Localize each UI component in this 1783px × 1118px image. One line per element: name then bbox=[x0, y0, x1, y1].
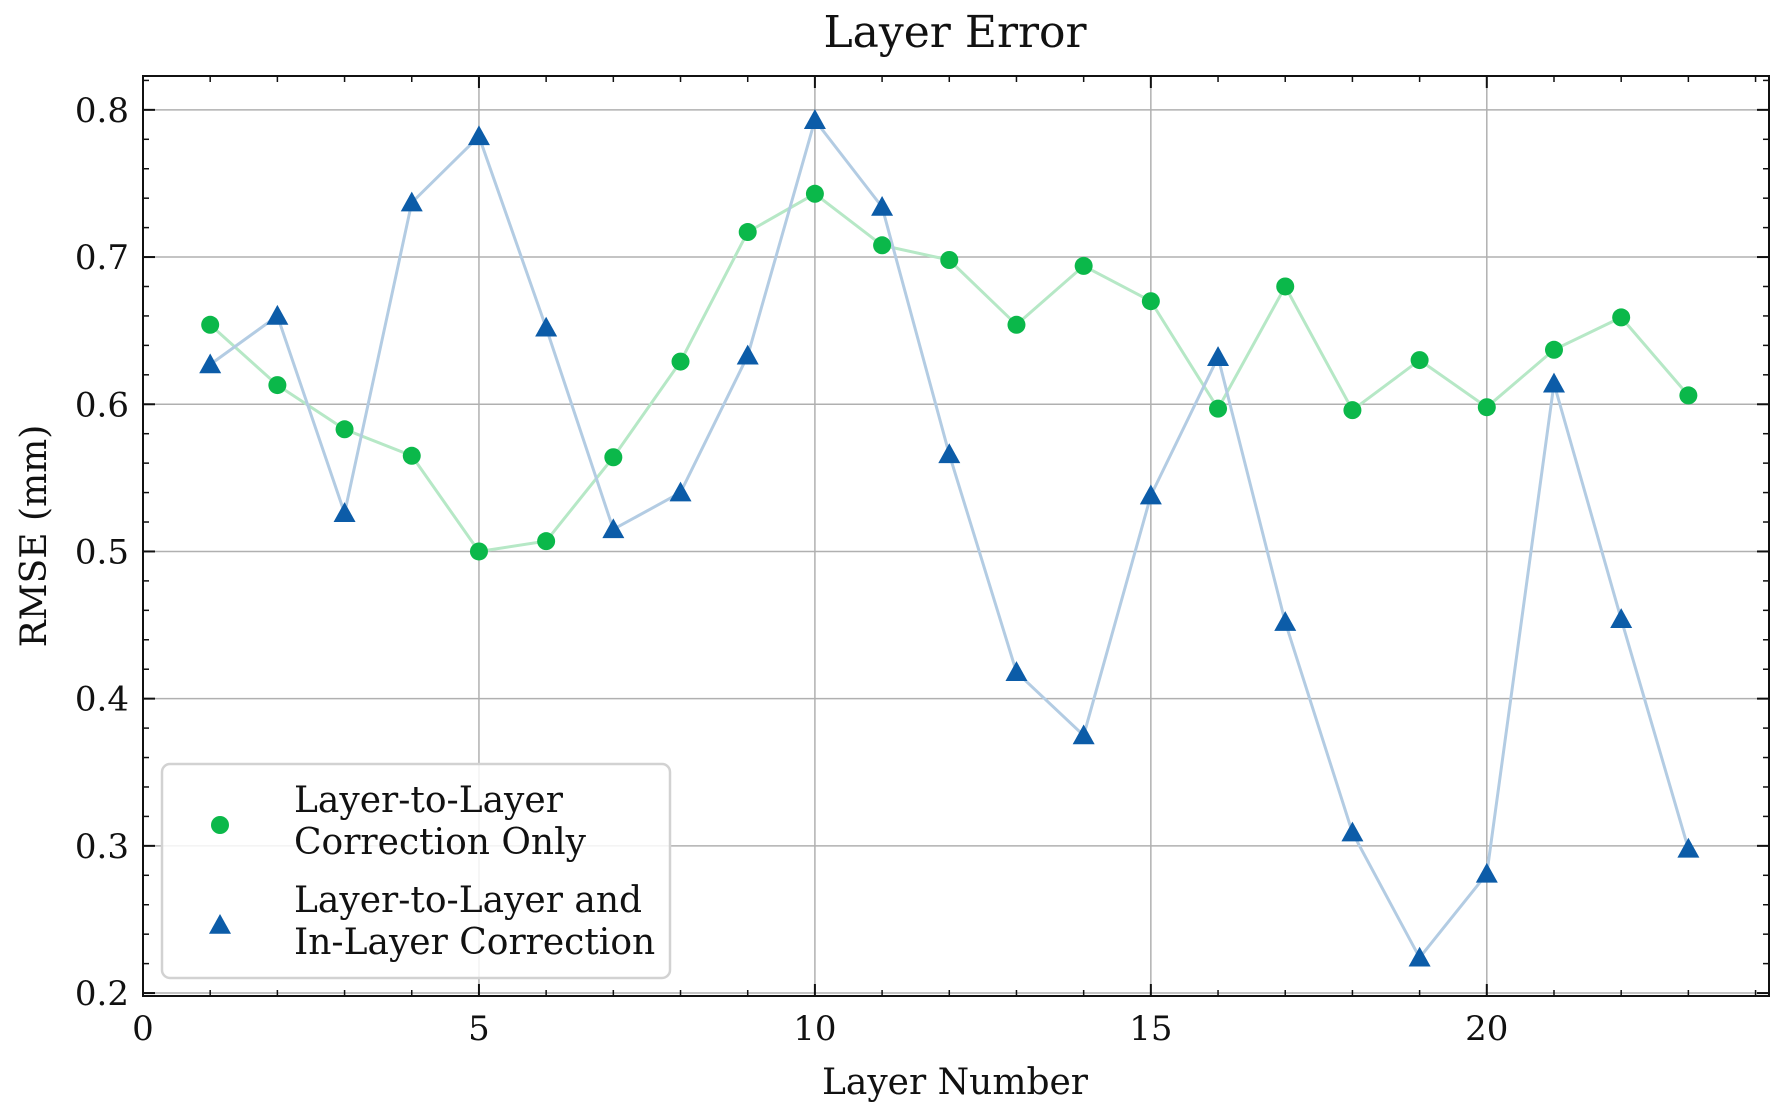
series-in-layer-correction-point bbox=[199, 353, 222, 374]
series-correction-only-point bbox=[738, 223, 757, 242]
series-correction-only-point bbox=[671, 352, 690, 371]
y-tick-label: 0.8 bbox=[75, 91, 129, 131]
legend-label: Correction Only bbox=[294, 822, 587, 863]
x-tick-label: 20 bbox=[1465, 1009, 1508, 1049]
series-in-layer-correction-point bbox=[1207, 346, 1230, 366]
legend-marker bbox=[209, 914, 231, 934]
series-correction-only-point bbox=[940, 251, 959, 269]
series-in-layer-correction-point bbox=[938, 443, 961, 464]
y-tick-label: 0.6 bbox=[75, 385, 129, 425]
x-tick-label: 5 bbox=[468, 1009, 490, 1049]
series-in-layer-correction-point bbox=[1542, 372, 1565, 393]
series-correction-only-point bbox=[805, 184, 824, 203]
series-correction-only-line bbox=[209, 191, 1690, 554]
series-correction-only-point bbox=[402, 446, 421, 465]
series-in-layer-correction-point bbox=[1274, 611, 1297, 631]
y-tick-label: 0.4 bbox=[75, 680, 129, 720]
series-in-layer-correction-point bbox=[803, 109, 826, 129]
series-in-layer-correction-point bbox=[1139, 484, 1162, 505]
series-in-layer-correction-point bbox=[1677, 837, 1700, 858]
y-tick-label: 0.2 bbox=[75, 974, 129, 1014]
series-in-layer-correction-point bbox=[871, 196, 894, 216]
legend-label: In-Layer Correction bbox=[294, 922, 655, 963]
series-in-layer-correction-point bbox=[602, 518, 625, 539]
series-correction-only-point bbox=[1141, 292, 1160, 311]
y-tick-label: 0.5 bbox=[75, 532, 129, 572]
x-tick-label: 10 bbox=[793, 1009, 836, 1049]
legend-marker bbox=[211, 816, 229, 834]
y-tick-label: 0.7 bbox=[75, 238, 129, 278]
series-correction-only-point bbox=[1612, 308, 1631, 327]
series-correction-only-point bbox=[873, 236, 892, 255]
series-correction-only-point bbox=[1544, 340, 1563, 359]
series-correction-only-point bbox=[604, 448, 623, 467]
series-correction-only-point bbox=[1074, 256, 1093, 275]
x-tick-label: 15 bbox=[1129, 1009, 1172, 1049]
legend-label: Layer-to-Layer and bbox=[294, 880, 642, 921]
series-correction-only-point bbox=[1679, 386, 1698, 405]
series-correction-only-point bbox=[469, 542, 488, 561]
series-correction-only-point bbox=[1343, 401, 1362, 420]
series-correction-only-point bbox=[1477, 398, 1496, 417]
y-axis-label: RMSE (mm) bbox=[14, 425, 55, 648]
series-correction-only-point bbox=[1276, 277, 1295, 296]
series-in-layer-correction-point bbox=[333, 502, 356, 522]
chart-title: Layer Error bbox=[823, 7, 1087, 58]
x-tick-label: 0 bbox=[132, 1009, 154, 1049]
series-correction-only-point bbox=[1209, 399, 1228, 418]
series-correction-only-point bbox=[1007, 315, 1026, 334]
series-correction-only-point bbox=[335, 420, 354, 439]
y-tick-label: 0.3 bbox=[75, 827, 129, 867]
x-axis-label: Layer Number bbox=[822, 1062, 1089, 1103]
series-markers bbox=[199, 109, 1700, 967]
series-correction-only-point bbox=[201, 315, 220, 334]
series-correction-only-point bbox=[1410, 351, 1429, 370]
plot-frame bbox=[142, 75, 1770, 997]
series-in-layer-correction-point bbox=[1005, 661, 1028, 681]
series-in-layer-correction-point bbox=[535, 316, 558, 337]
series-in-layer-correction-point bbox=[1475, 862, 1498, 883]
series-in-layer-correction-point bbox=[669, 481, 692, 502]
series-in-layer-correction-point bbox=[1072, 724, 1095, 745]
series-in-layer-correction-point bbox=[467, 125, 490, 146]
legend-label: Layer-to-Layer bbox=[294, 780, 564, 821]
legend-frame bbox=[160, 762, 672, 980]
series-in-layer-correction-point bbox=[1408, 946, 1431, 967]
series-correction-only-point bbox=[268, 376, 287, 395]
series-in-layer-correction-point bbox=[736, 344, 759, 365]
series-in-layer-correction-point bbox=[400, 191, 423, 212]
series-in-layer-correction-point bbox=[266, 304, 289, 325]
series-in-layer-correction-point bbox=[1341, 821, 1364, 842]
series-in-layer-correction-point bbox=[1610, 608, 1633, 628]
axis-ticks: 0 5 10 15 20 0.2 0.3 0.4 0.5 0.6 0.7 0.8 bbox=[75, 76, 1769, 1049]
series-correction-only-point bbox=[537, 532, 556, 551]
